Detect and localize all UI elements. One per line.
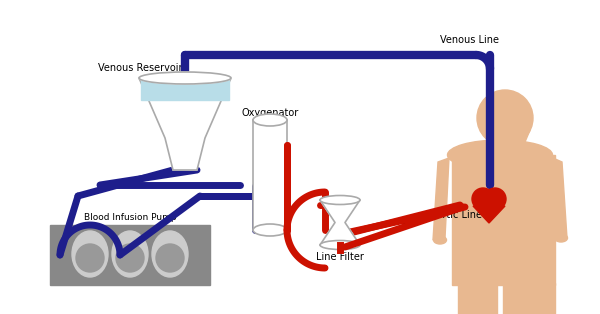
Ellipse shape [433,236,446,244]
Ellipse shape [139,72,231,84]
Circle shape [477,90,533,146]
Ellipse shape [72,231,108,277]
Polygon shape [141,80,229,100]
Text: Aortic Line: Aortic Line [430,210,482,220]
Circle shape [484,188,506,210]
Text: Oxygenator: Oxygenator [241,108,299,118]
Circle shape [472,188,494,210]
Polygon shape [320,200,360,245]
Ellipse shape [112,231,148,277]
Polygon shape [473,206,505,223]
Text: Venous Line: Venous Line [440,35,499,45]
Ellipse shape [320,241,360,250]
Ellipse shape [253,114,287,126]
Polygon shape [510,130,530,148]
Polygon shape [452,155,555,285]
Circle shape [76,244,104,272]
Polygon shape [492,138,515,158]
Bar [50,225,210,285]
Circle shape [116,244,144,272]
Polygon shape [139,78,231,170]
Polygon shape [553,158,567,238]
Bar [253,120,287,230]
Ellipse shape [253,224,287,236]
Ellipse shape [554,234,568,242]
Polygon shape [458,283,497,314]
Ellipse shape [320,196,360,204]
Text: Blood Infusion Pump: Blood Infusion Pump [83,213,176,222]
Text: Venous Reservoir: Venous Reservoir [98,63,182,73]
Ellipse shape [448,140,553,170]
Circle shape [156,244,184,272]
Ellipse shape [152,231,188,277]
Text: Line Filter: Line Filter [316,252,364,262]
Polygon shape [433,158,449,240]
Polygon shape [503,283,555,314]
